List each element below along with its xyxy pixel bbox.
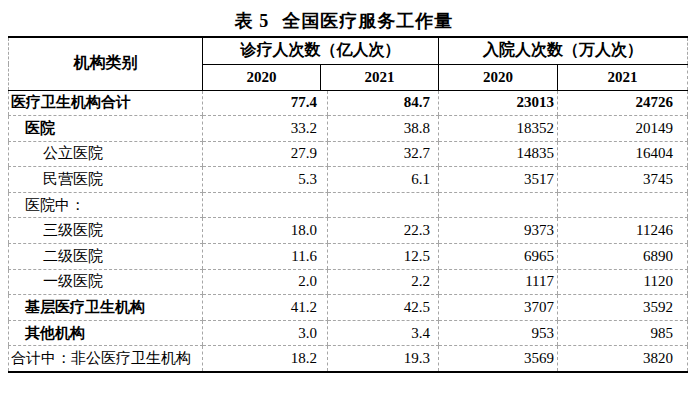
document-page: 表 5 全国医疗服务工作量 机构类别 诊疗人次数（亿人次） 入院人次数（万人次） …: [0, 0, 688, 373]
value-cell: 33.2: [203, 116, 328, 142]
row-label: 民营医院: [9, 167, 203, 193]
value-cell: 42.5: [328, 295, 439, 321]
value-cell: 9373: [439, 218, 558, 244]
header-year-outpatient-2020: 2020: [203, 64, 321, 90]
table-row: 一级医院2.02.211171120: [9, 269, 688, 295]
row-label: 公立医院: [9, 141, 203, 167]
value-cell: 3517: [439, 167, 558, 193]
row-label: 其他机构: [9, 320, 203, 346]
value-cell: 24726: [558, 90, 688, 116]
table-body: 医疗卫生机构合计77.484.72301324726医院33.238.81835…: [9, 90, 688, 372]
table-row: 医院33.238.81835220149: [9, 116, 688, 142]
row-label: 一级医院: [9, 269, 203, 295]
value-cell: 16404: [558, 141, 688, 167]
header-year-admission-2021: 2021: [558, 64, 688, 90]
row-label: 医院: [9, 116, 203, 142]
value-cell: 38.8: [328, 116, 439, 142]
row-label: 基层医疗卫生机构: [9, 295, 203, 321]
row-label: 医疗卫生机构合计: [9, 90, 203, 116]
value-cell: 6.1: [328, 167, 439, 193]
value-cell: 985: [558, 320, 688, 346]
value-cell: 2.0: [203, 269, 328, 295]
row-label: 二级医院: [9, 244, 203, 270]
value-cell: 20149: [558, 116, 688, 142]
table-title-number: 表 5: [235, 11, 270, 31]
table-row: 民营医院5.36.135173745: [9, 167, 688, 193]
table-title-text: 全国医疗服务工作量: [282, 11, 453, 31]
value-cell: 3.4: [328, 320, 439, 346]
value-cell: [439, 192, 558, 218]
value-cell: 11246: [558, 218, 688, 244]
table-title: 表 5 全国医疗服务工作量: [0, 0, 688, 36]
row-label: 医院中：: [9, 192, 203, 218]
value-cell: 18.0: [203, 218, 328, 244]
value-cell: 18352: [439, 116, 558, 142]
header-group-row: 机构类别 诊疗人次数（亿人次） 入院人次数（万人次）: [9, 37, 688, 64]
value-cell: 11.6: [203, 244, 328, 270]
table-row: 合计中：非公医疗卫生机构18.219.335693820: [9, 346, 688, 372]
value-cell: 953: [439, 320, 558, 346]
value-cell: 3707: [439, 295, 558, 321]
value-cell: 14835: [439, 141, 558, 167]
table-row: 医疗卫生机构合计77.484.72301324726: [9, 90, 688, 116]
value-cell: 3592: [558, 295, 688, 321]
value-cell: [558, 192, 688, 218]
value-cell: 18.2: [203, 346, 328, 372]
table-row: 其他机构3.03.4953985: [9, 320, 688, 346]
value-cell: 27.9: [203, 141, 328, 167]
value-cell: 84.7: [328, 90, 439, 116]
table-row: 二级医院11.612.569656890: [9, 244, 688, 270]
medical-service-workload-table: 机构类别 诊疗人次数（亿人次） 入院人次数（万人次） 2020 2021 202…: [8, 36, 688, 373]
table-header: 机构类别 诊疗人次数（亿人次） 入院人次数（万人次） 2020 2021 202…: [9, 37, 688, 90]
row-label: 合计中：非公医疗卫生机构: [9, 346, 203, 372]
value-cell: 41.2: [203, 295, 328, 321]
row-label: 三级医院: [9, 218, 203, 244]
value-cell: 23013: [439, 90, 558, 116]
header-year-outpatient-2021: 2021: [321, 64, 439, 90]
value-cell: 6965: [439, 244, 558, 270]
header-group-outpatient-visits: 诊疗人次数（亿人次）: [203, 37, 439, 64]
header-group-admissions: 入院人次数（万人次）: [439, 37, 688, 64]
header-category: 机构类别: [9, 37, 203, 90]
value-cell: 12.5: [328, 244, 439, 270]
value-cell: 2.2: [328, 269, 439, 295]
value-cell: 3820: [558, 346, 688, 372]
value-cell: 19.3: [328, 346, 439, 372]
value-cell: 3.0: [203, 320, 328, 346]
value-cell: 3745: [558, 167, 688, 193]
value-cell: 32.7: [328, 141, 439, 167]
table-row: 公立医院27.932.71483516404: [9, 141, 688, 167]
value-cell: 5.3: [203, 167, 328, 193]
value-cell: 77.4: [203, 90, 328, 116]
header-year-admission-2020: 2020: [439, 64, 558, 90]
value-cell: 3569: [439, 346, 558, 372]
value-cell: [203, 192, 328, 218]
value-cell: 22.3: [328, 218, 439, 244]
value-cell: [328, 192, 439, 218]
table-row: 基层医疗卫生机构41.242.537073592: [9, 295, 688, 321]
value-cell: 1120: [558, 269, 688, 295]
table-row: 三级医院18.022.3937311246: [9, 218, 688, 244]
table-row: 医院中：: [9, 192, 688, 218]
value-cell: 6890: [558, 244, 688, 270]
value-cell: 1117: [439, 269, 558, 295]
